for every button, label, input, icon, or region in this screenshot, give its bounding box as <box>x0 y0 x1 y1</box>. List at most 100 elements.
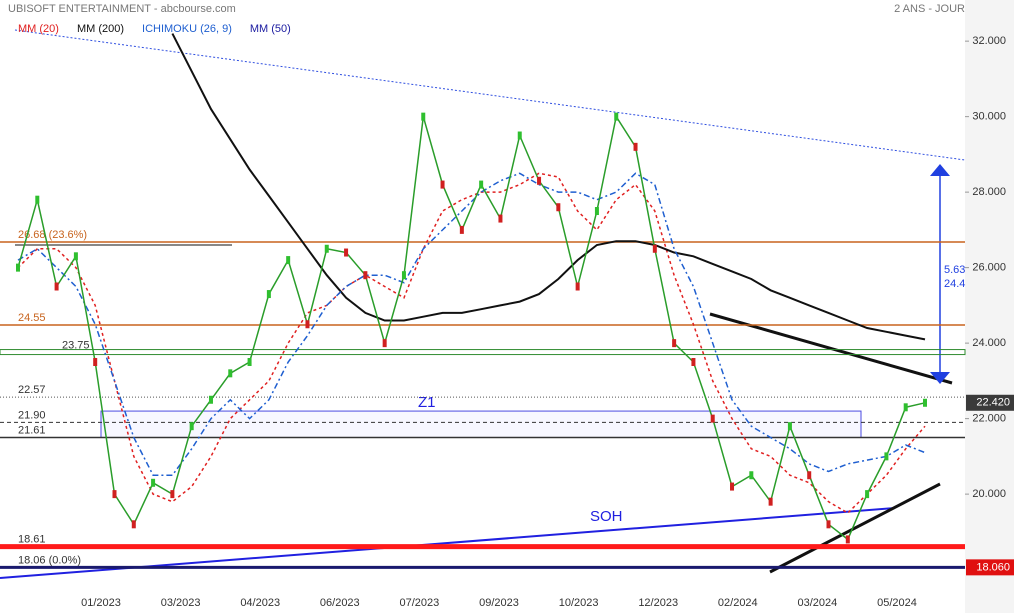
indicator-line <box>171 33 926 341</box>
soh-label: SOH <box>590 508 623 525</box>
price-tag <box>966 559 1014 576</box>
candle <box>266 290 271 299</box>
level-label: 24.55 <box>18 312 46 324</box>
legend-entry: MM (50) <box>250 23 291 35</box>
candle <box>247 358 252 367</box>
candle <box>286 256 291 265</box>
candle <box>459 225 464 234</box>
candle <box>479 180 484 189</box>
x-tick-label: 01/2023 <box>81 597 121 609</box>
indicator-line <box>17 172 926 476</box>
x-tick-label: 07/2023 <box>400 597 440 609</box>
y-tick-label: 28.000 <box>972 186 1006 198</box>
zone-label: Z1 <box>418 394 436 411</box>
level-label: 21.61 <box>18 424 46 436</box>
level-label: 18.61 <box>18 533 46 545</box>
y-tick-label: 32.000 <box>972 35 1006 47</box>
price-tag-label: 22.420 <box>976 397 1010 409</box>
x-tick-label: 09/2023 <box>479 597 519 609</box>
candle <box>35 195 40 204</box>
candle <box>305 320 310 329</box>
legend-entry: ICHIMOKU (26, 9) <box>142 23 232 35</box>
candle <box>537 176 542 185</box>
legend-entry: MM (200) <box>77 23 124 35</box>
candle <box>594 207 599 216</box>
candle <box>170 490 175 499</box>
candle <box>807 471 812 480</box>
candle <box>363 271 368 280</box>
candle <box>54 282 59 291</box>
candle <box>903 403 908 412</box>
candle <box>652 244 657 253</box>
x-tick-label: 05/2024 <box>877 597 917 609</box>
plot-area <box>0 0 965 613</box>
candle <box>208 395 213 404</box>
candle <box>768 497 773 506</box>
candle <box>344 248 349 257</box>
y-tick-label: 24.000 <box>972 337 1006 349</box>
candle <box>93 358 98 367</box>
indicator-line <box>17 172 926 514</box>
y-tick-label: 30.000 <box>972 111 1006 123</box>
candle <box>498 214 503 223</box>
candle <box>845 535 850 544</box>
candle <box>401 271 406 280</box>
candle <box>382 339 387 348</box>
x-tick-label: 12/2023 <box>638 597 678 609</box>
candle <box>112 490 117 499</box>
candle <box>73 252 78 261</box>
zone <box>100 410 862 438</box>
candle <box>556 203 561 212</box>
candle <box>189 422 194 431</box>
level-label: 26.68 (23.6%) <box>18 229 87 241</box>
candle <box>672 339 677 348</box>
black-trend <box>769 482 941 574</box>
x-tick-label: 06/2023 <box>320 597 360 609</box>
price-tag-label: 18.060 <box>976 561 1010 573</box>
axis-area <box>965 0 1014 613</box>
legend-entry: MM (20) <box>18 23 59 35</box>
price-line <box>17 114 926 541</box>
candle <box>517 131 522 140</box>
y-tick-label: 26.000 <box>972 262 1006 274</box>
level-label: 21.90 <box>18 409 46 421</box>
candle <box>614 112 619 121</box>
candle <box>865 490 870 499</box>
period: 2 ANS - JOUR <box>894 3 965 15</box>
candle <box>440 180 445 189</box>
candle <box>16 263 20 272</box>
level-band <box>0 349 966 356</box>
level-label: 18.06 (0.0%) <box>18 554 81 566</box>
candle <box>228 369 233 378</box>
candle <box>151 478 156 487</box>
measure-label: 5.63 <box>944 264 965 276</box>
candle <box>421 112 426 121</box>
candle <box>575 282 580 291</box>
measure-label: 24.4 <box>944 278 965 290</box>
candle <box>730 482 735 491</box>
candle <box>826 520 831 529</box>
y-tick-label: 20.000 <box>972 488 1006 500</box>
arrow-head <box>930 164 950 176</box>
level-label: 22.57 <box>18 384 46 396</box>
candle <box>324 244 329 253</box>
x-tick-label: 03/2023 <box>161 597 201 609</box>
price-tag <box>966 394 1014 411</box>
x-tick-label: 02/2024 <box>718 597 758 609</box>
y-tick-label: 22.000 <box>972 413 1006 425</box>
level-label: 23.75 <box>62 339 90 351</box>
chart-title: UBISOFT ENTERTAINMENT - abcbourse.com <box>8 3 236 15</box>
candle <box>787 422 792 431</box>
candle <box>633 142 638 151</box>
x-tick-label: 03/2024 <box>798 597 838 609</box>
candle <box>691 358 696 367</box>
x-tick-label: 10/2023 <box>559 597 599 609</box>
candle <box>710 414 715 423</box>
arrow-head <box>930 372 950 384</box>
x-tick-label: 04/2023 <box>240 597 280 609</box>
candle <box>131 520 136 529</box>
candle <box>749 471 754 480</box>
candle <box>884 452 889 461</box>
candle <box>923 398 927 407</box>
